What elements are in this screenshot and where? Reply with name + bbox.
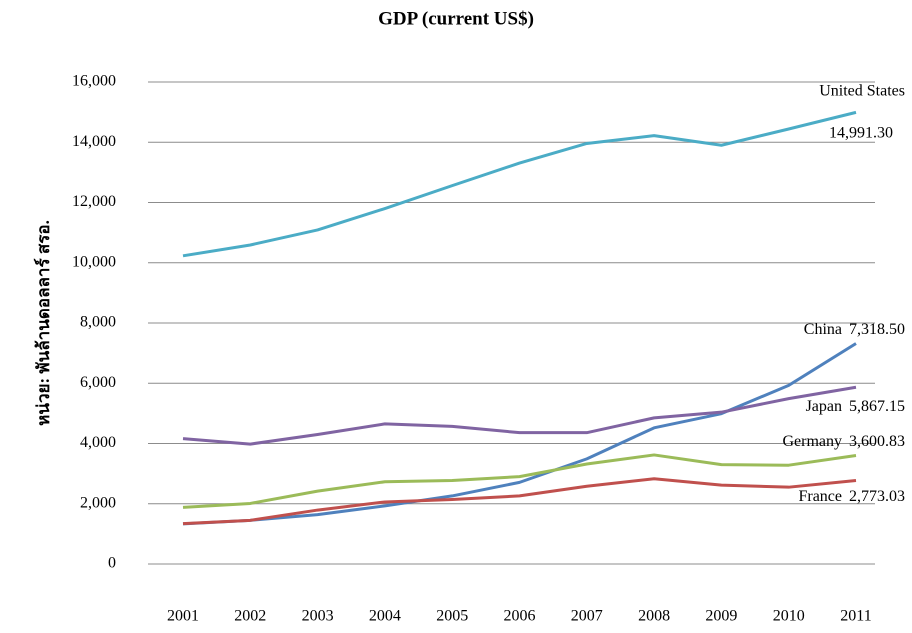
data-label: 14,991.30 <box>829 125 893 142</box>
data-label: 3,600.83 <box>849 433 905 450</box>
series-line <box>182 385 857 446</box>
data-label: 5,867.15 <box>849 398 905 415</box>
x-tick-label: 2005 <box>436 608 468 625</box>
y-tick-label: 12,000 <box>72 193 116 210</box>
x-tick-label: 2010 <box>773 608 805 625</box>
x-tick-label: 2009 <box>705 608 737 625</box>
y-tick-label: 6,000 <box>80 374 116 391</box>
x-tick-label: 2001 <box>167 608 199 625</box>
y-tick-label: 0 <box>108 555 116 572</box>
series-name: Japan <box>806 398 842 415</box>
series-line <box>182 477 857 526</box>
x-tick-label: 2011 <box>840 608 871 625</box>
x-tick-label: 2007 <box>571 608 603 625</box>
x-tick-label: 2004 <box>369 608 401 625</box>
series-line <box>182 342 857 526</box>
chart-title: GDP (current US$) <box>378 8 534 29</box>
x-tick-label: 2003 <box>302 608 334 625</box>
data-label: 2,773.03 <box>849 488 905 505</box>
series-name: Germany <box>782 433 842 450</box>
y-tick-label: 8,000 <box>80 314 116 331</box>
y-tick-label: 10,000 <box>72 253 116 270</box>
y-tick-label: 16,000 <box>72 73 116 90</box>
y-tick-label: 2,000 <box>80 494 116 511</box>
series-line <box>182 110 857 258</box>
end-label: Japan 5,867.15 <box>806 398 905 415</box>
data-label: 7,318.50 <box>849 321 905 338</box>
end-label: Germany 3,600.83 <box>782 433 905 450</box>
y-tick-label: 14,000 <box>72 133 116 150</box>
y-axis-label: หน่วย: พันล้านดอลลาร์ สรอ. <box>33 220 53 426</box>
series-name: China <box>804 321 842 338</box>
end-label: France 2,773.03 <box>798 488 905 505</box>
x-tick-label: 2006 <box>504 608 536 625</box>
x-tick-label: 2008 <box>638 608 670 625</box>
end-label: China 7,318.50 <box>804 321 905 338</box>
x-tick-label: 2002 <box>234 608 266 625</box>
series-name: France <box>798 488 842 505</box>
y-tick-label: 4,000 <box>80 434 116 451</box>
series-line <box>182 453 857 509</box>
series-name: United States <box>819 83 905 100</box>
